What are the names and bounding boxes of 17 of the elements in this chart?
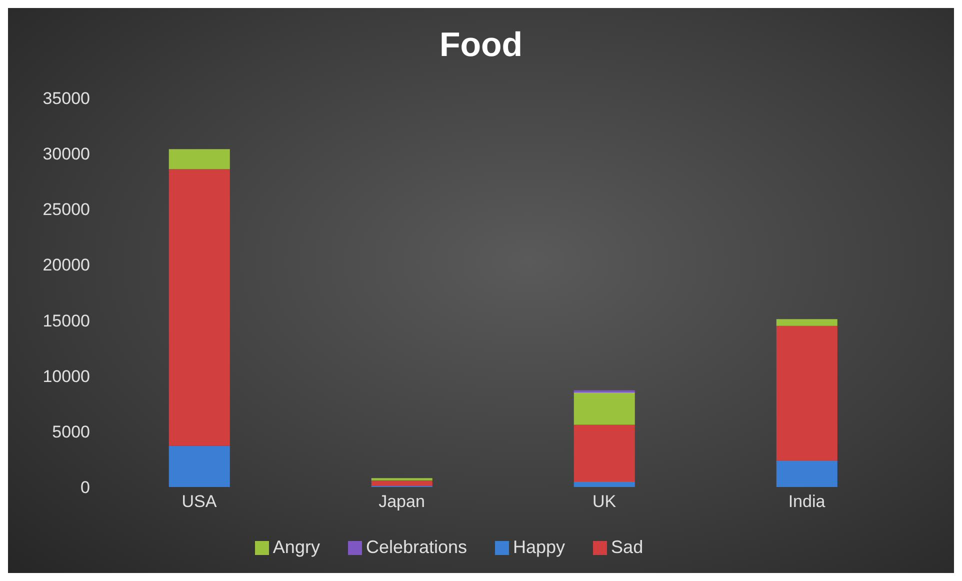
x-tick-label: UK [592,492,617,512]
y-tick-label: 30000 [42,144,90,164]
legend-label: Celebrations [366,537,468,557]
chart-title: Food [438,26,524,65]
x-tick-label: USA [182,492,218,512]
y-tick-label: 25000 [42,200,90,220]
legend-label: Angry [272,537,320,557]
x-tick-label: Japan [378,492,425,512]
legend-label: Happy [513,537,566,557]
legend-label: Sad [611,537,644,557]
y-tick-label: 5000 [52,422,90,442]
y-tick-label: 10000 [42,366,90,386]
x-tick-label: India [788,492,826,512]
y-tick-label: 15000 [42,311,90,330]
y-tick-label: 20000 [42,256,90,275]
y-tick-label: 0 [80,478,90,498]
y-tick-label: 35000 [42,89,90,108]
